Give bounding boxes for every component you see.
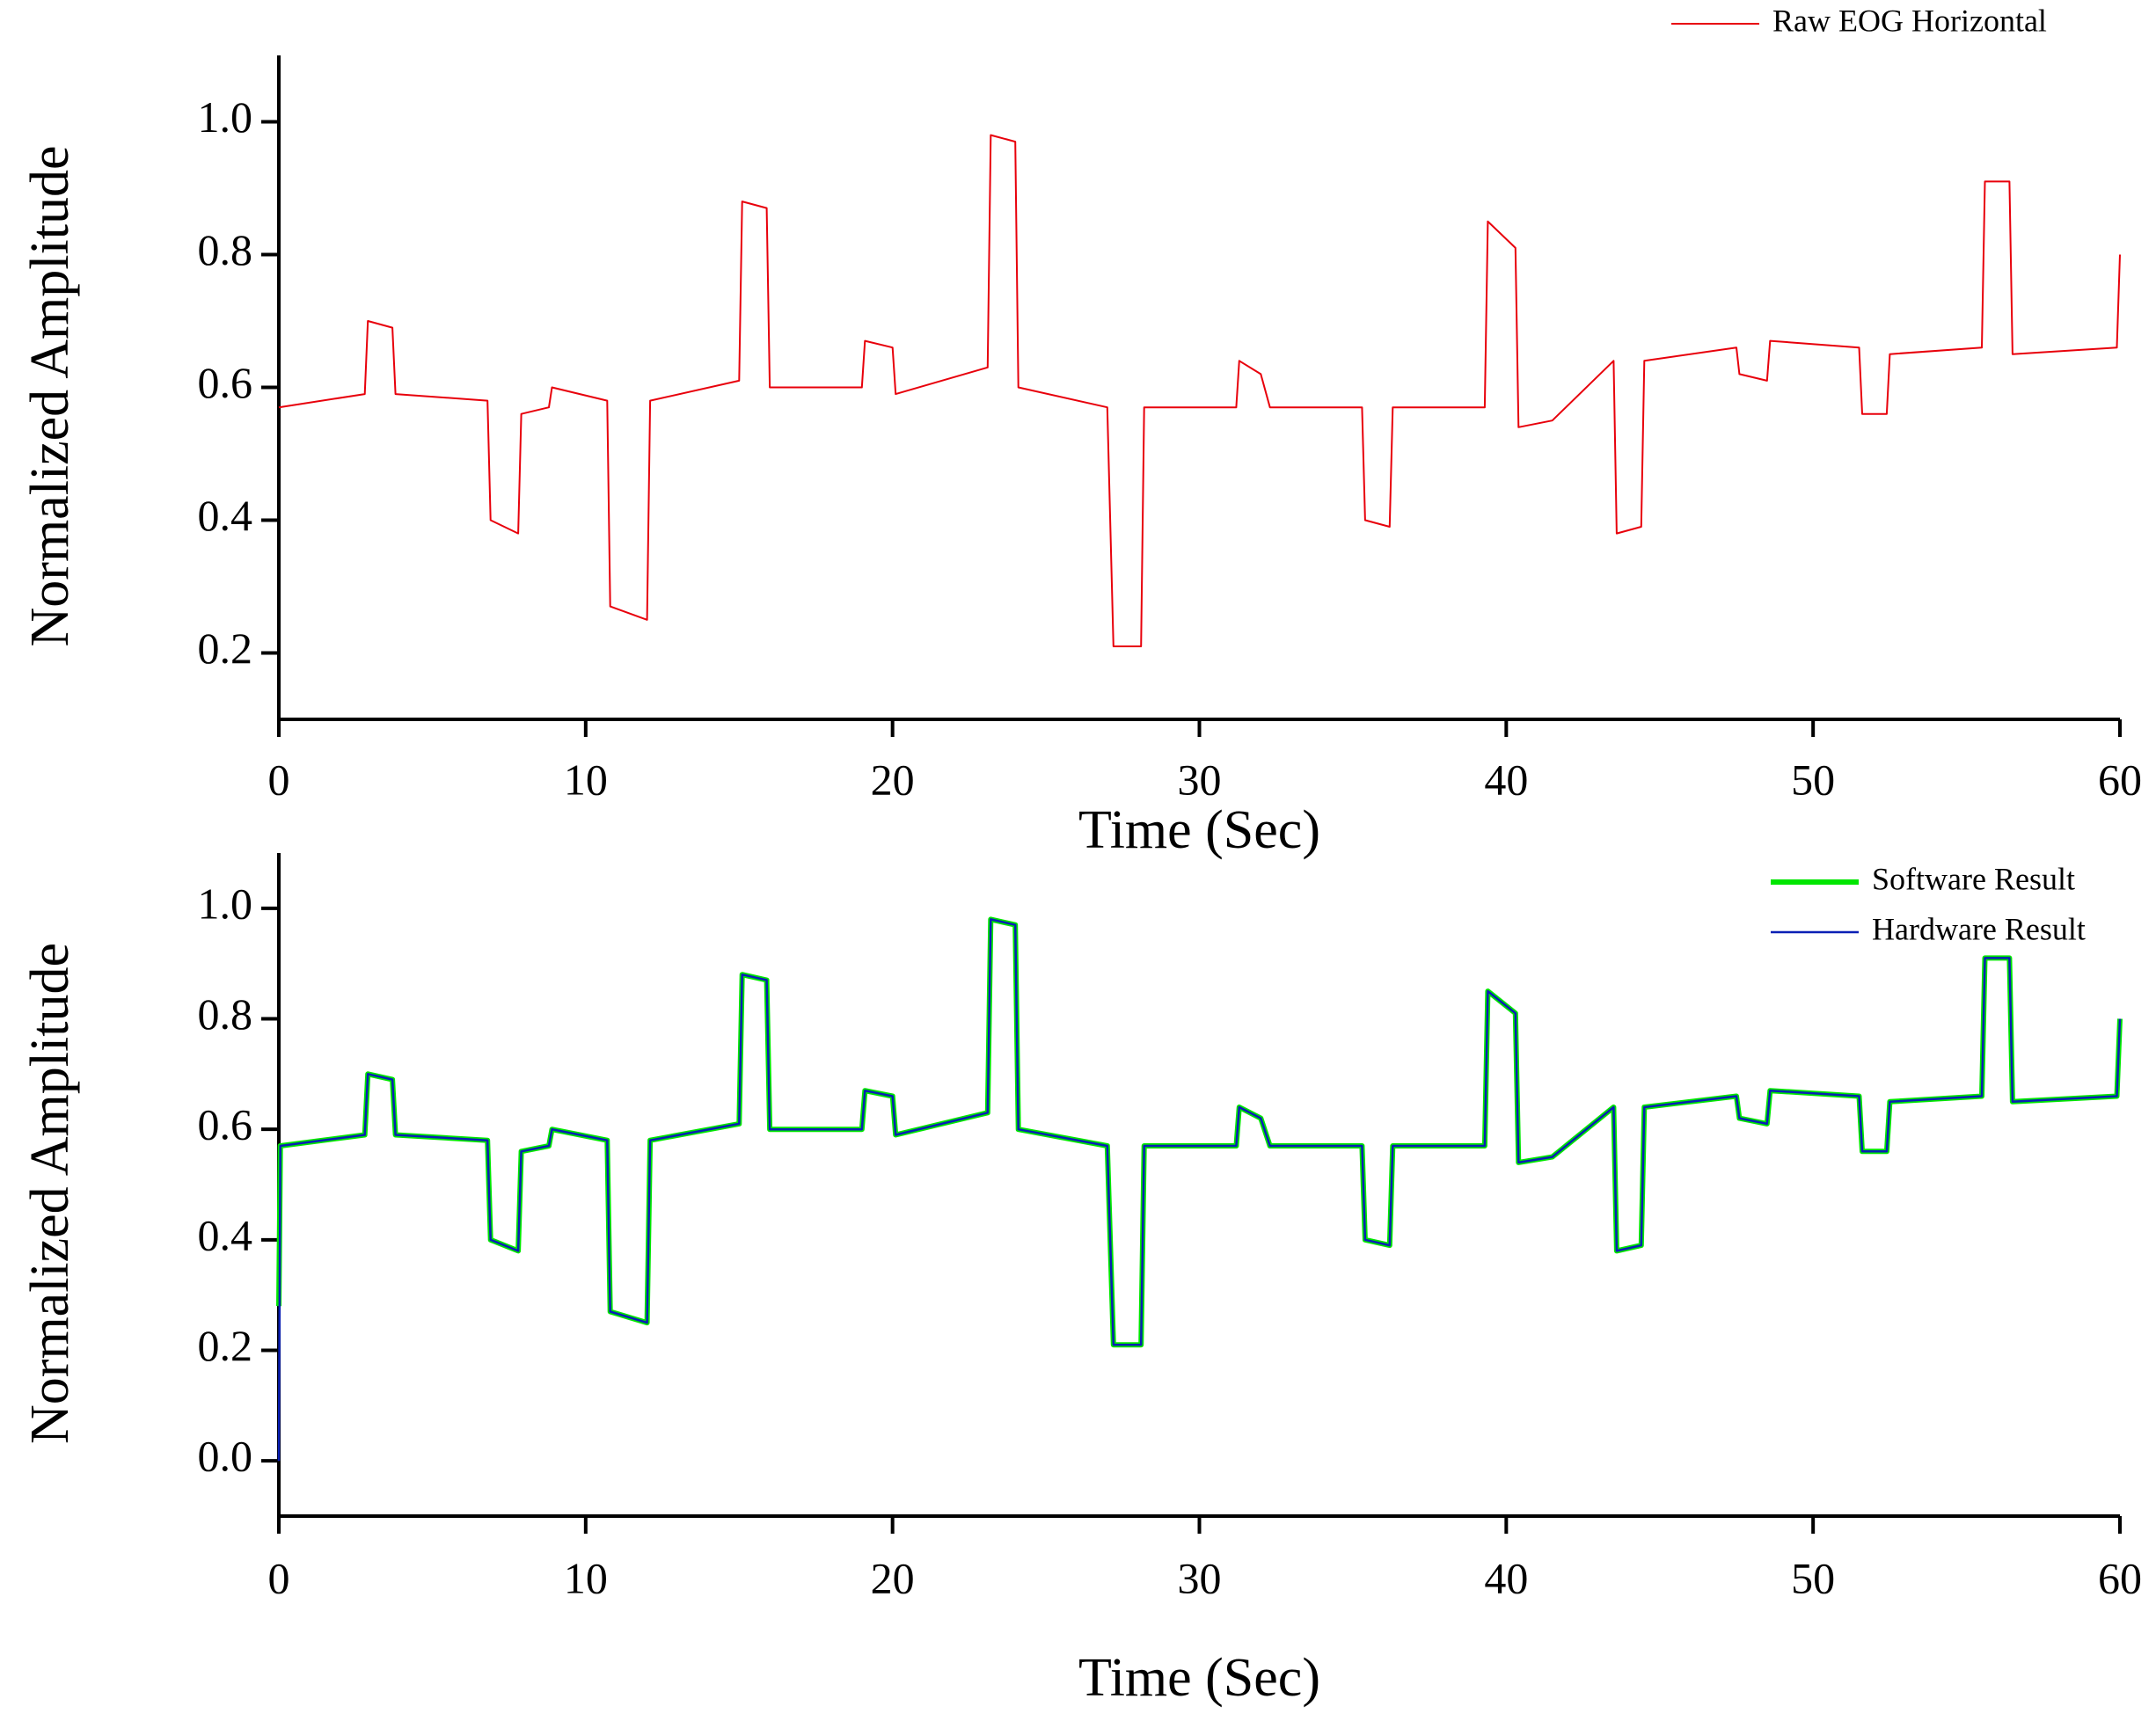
x-tick-label: 50 <box>1791 1553 1835 1602</box>
x-tick-label: 20 <box>871 1553 915 1602</box>
x-tick-label: 0 <box>268 755 290 804</box>
x-tick-label: 20 <box>871 755 915 804</box>
x-axis-title: Time (Sec) <box>1078 1648 1320 1708</box>
x-tick-label: 0 <box>268 1553 290 1602</box>
y-tick-label: 0.2 <box>198 623 253 673</box>
y-tick-label: 0.4 <box>198 1210 253 1259</box>
x-axis-title: Time (Sec) <box>1078 800 1320 860</box>
legend-label: Hardware Result <box>1872 911 2086 946</box>
legend-label: Software Result <box>1872 861 2075 896</box>
data-line <box>276 916 2123 1348</box>
x-tick-label: 40 <box>1484 755 1528 804</box>
x-tick-label: 50 <box>1791 755 1835 804</box>
y-tick-label: 0.6 <box>198 358 253 407</box>
x-tick-label: 10 <box>564 755 608 804</box>
x-tick-label: 60 <box>2098 1553 2142 1602</box>
x-tick-label: 60 <box>2098 755 2142 804</box>
y-tick-label: 0.8 <box>198 225 253 274</box>
y-tick-label: 0.2 <box>198 1321 253 1370</box>
data-line <box>278 134 2121 647</box>
y-tick-label: 0.6 <box>198 1100 253 1149</box>
data-line <box>277 918 2122 1462</box>
y-axis-title: Normalized Amplitude <box>20 943 80 1444</box>
legend-label: Raw EOG Horizontal <box>1772 3 2047 38</box>
x-tick-label: 30 <box>1178 755 1222 804</box>
x-tick-label: 30 <box>1178 1553 1222 1602</box>
y-tick-label: 0.0 <box>198 1432 253 1481</box>
y-tick-label: 0.4 <box>198 491 253 540</box>
y-axis-title: Normalized Amplitude <box>20 146 80 647</box>
x-tick-label: 10 <box>564 1553 608 1602</box>
y-tick-label: 1.0 <box>198 92 253 142</box>
x-tick-label: 40 <box>1484 1553 1528 1602</box>
y-tick-label: 0.8 <box>198 989 253 1039</box>
y-tick-label: 1.0 <box>198 879 253 928</box>
